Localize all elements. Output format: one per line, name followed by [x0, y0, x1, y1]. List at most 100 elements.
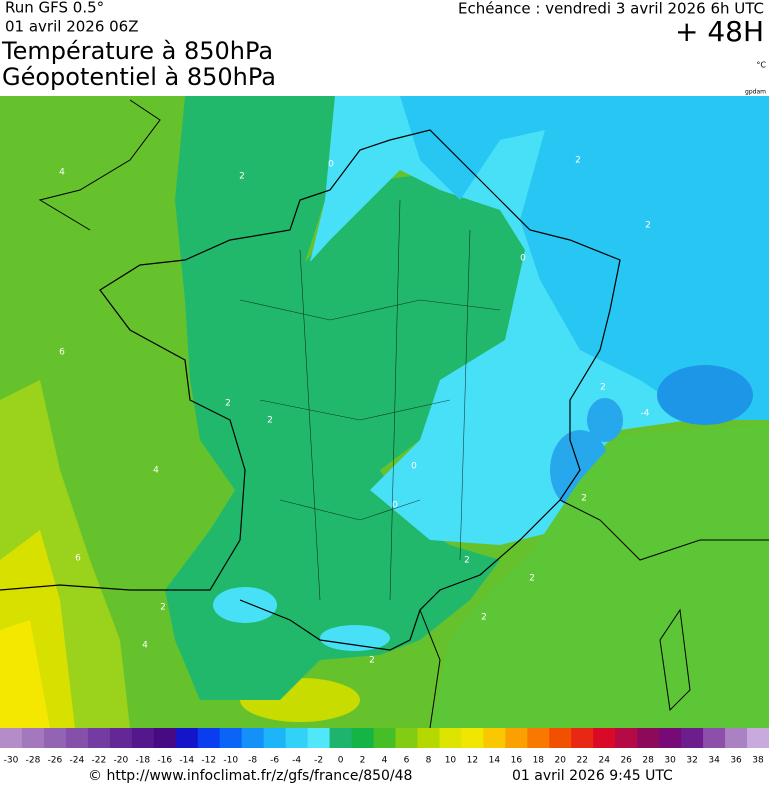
scale-cell: [164, 728, 177, 748]
hot-zone: [0, 620, 50, 728]
scale-tick-label: -26: [48, 756, 63, 766]
scale-cell: [98, 728, 111, 748]
scale-cell: [593, 728, 605, 748]
scale-tick-label: 12: [467, 756, 478, 766]
scale-cell: [373, 728, 385, 748]
scale-cell: [417, 728, 429, 748]
scale-cell: [0, 728, 12, 748]
scale-cell: [252, 728, 265, 748]
run-label: Run GFS 0.5°: [5, 0, 104, 17]
scale-cell: [461, 728, 473, 748]
scale-tick-label: -16: [157, 756, 172, 766]
contour-label: 2: [267, 416, 273, 426]
cold-pocket: [320, 625, 390, 651]
scale-cell: [351, 728, 364, 748]
scale-tick-label: -24: [70, 756, 85, 766]
scale-cell: [296, 728, 309, 748]
scale-tick-label: 14: [489, 756, 501, 766]
scale-cell: [142, 728, 155, 748]
scale-cell: [604, 728, 616, 748]
footer: © http://www.infoclimat.fr/z/gfs/france/…: [88, 768, 673, 784]
scale-tick-label: 16: [511, 756, 523, 766]
mild-zone: [165, 96, 525, 700]
scale-tick-label: 34: [708, 756, 720, 766]
scale-tick-label: -30: [4, 756, 19, 766]
contour-label: 2: [239, 172, 245, 182]
mild-zone: [430, 425, 769, 728]
scale-cell: [670, 728, 682, 748]
scale-tick-label: 2: [360, 756, 366, 766]
scale-tick-label: 20: [555, 756, 567, 766]
scale-tick-label: -14: [179, 756, 194, 766]
scale-tick-label: -20: [113, 756, 128, 766]
contour-label: 2: [575, 156, 581, 166]
scale-cell: [637, 728, 649, 748]
scale-cell: [318, 728, 331, 748]
scale-cell: [527, 728, 539, 748]
cold-core: [657, 365, 753, 425]
scale-cell: [681, 728, 693, 748]
scale-cell: [428, 728, 440, 748]
map: 4 2 0 2 6 2 4 6 2 0 2 -4 2 0 0 2 2 2 4 2 2 2: [0, 96, 769, 728]
contour-label: 0: [411, 462, 417, 472]
contour-label: 2: [369, 656, 375, 666]
coastline: [0, 129, 621, 651]
scale-tick-label: -18: [135, 756, 150, 766]
scale-cell: [329, 728, 342, 748]
title-line1: Température à 850hPa: [1, 37, 273, 65]
geo-unit: gpdam: [745, 89, 766, 96]
scale-cell: [505, 728, 517, 748]
scale-tick-label: -10: [223, 756, 238, 766]
scale-cell: [307, 728, 320, 748]
scale-tick-label: -2: [314, 756, 323, 766]
contour-label: 0: [520, 254, 526, 264]
scale-tick-label: -4: [292, 756, 301, 766]
scale-tick-label: 24: [598, 756, 610, 766]
coastline: [38, 99, 769, 728]
scale-tick-label: 32: [686, 756, 697, 766]
scale-cell: [725, 728, 737, 748]
scale-cell: [483, 728, 495, 748]
scale-cell: [230, 728, 243, 748]
generated-time: 01 avril 2026 9:45 UTC: [512, 768, 673, 784]
scale-cell: [571, 728, 583, 748]
scale-tick-label: 10: [445, 756, 457, 766]
scale-cell: [21, 728, 34, 748]
scale-cell: [395, 728, 407, 748]
scale-cell: [208, 728, 221, 748]
contour-label: 2: [160, 603, 166, 613]
scale-tick-label: -22: [92, 756, 107, 766]
contour-label: 2: [464, 556, 470, 566]
contour-label: -4: [641, 409, 650, 419]
scale-tick-label: 36: [730, 756, 742, 766]
contour-label: 2: [600, 383, 606, 393]
scale-cell: [54, 728, 67, 748]
scale-cell: [241, 728, 254, 748]
contour-label: 4: [59, 168, 65, 178]
scale-cell: [153, 728, 166, 748]
contour-label: 4: [153, 466, 159, 476]
scale-cell: [516, 728, 528, 748]
scale-cell: [626, 728, 638, 748]
scale-tick-label: 6: [404, 756, 410, 766]
scale-cell: [87, 728, 100, 748]
scale-cell: [65, 728, 78, 748]
forecast-time: Echéance : vendredi 3 avril 2026 6h UTC: [458, 0, 764, 18]
scale-cell: [538, 728, 550, 748]
scale-tick-label: -8: [248, 756, 257, 766]
color-scale: -30 -28 -26 -24 -22 -20 -18 -16 -14 -12 -10 -8 -6 -4-…: [0, 728, 769, 766]
scale-cell: [197, 728, 210, 748]
scale-tick-label: 30: [664, 756, 676, 766]
title-line2: Géopotentiel à 850hPa: [2, 63, 276, 91]
scale-cell: [703, 728, 715, 748]
contour-label: 0: [328, 160, 334, 170]
scale-tick-label: -6: [270, 756, 279, 766]
scale-cell: [32, 728, 45, 748]
scale-cell: [43, 728, 56, 748]
scale-tick-label: 8: [426, 756, 432, 766]
scale-cell: [131, 728, 144, 748]
scale-cell: [175, 728, 188, 748]
contour-label: 2: [225, 399, 231, 409]
lead-time: + 48H: [675, 15, 764, 48]
